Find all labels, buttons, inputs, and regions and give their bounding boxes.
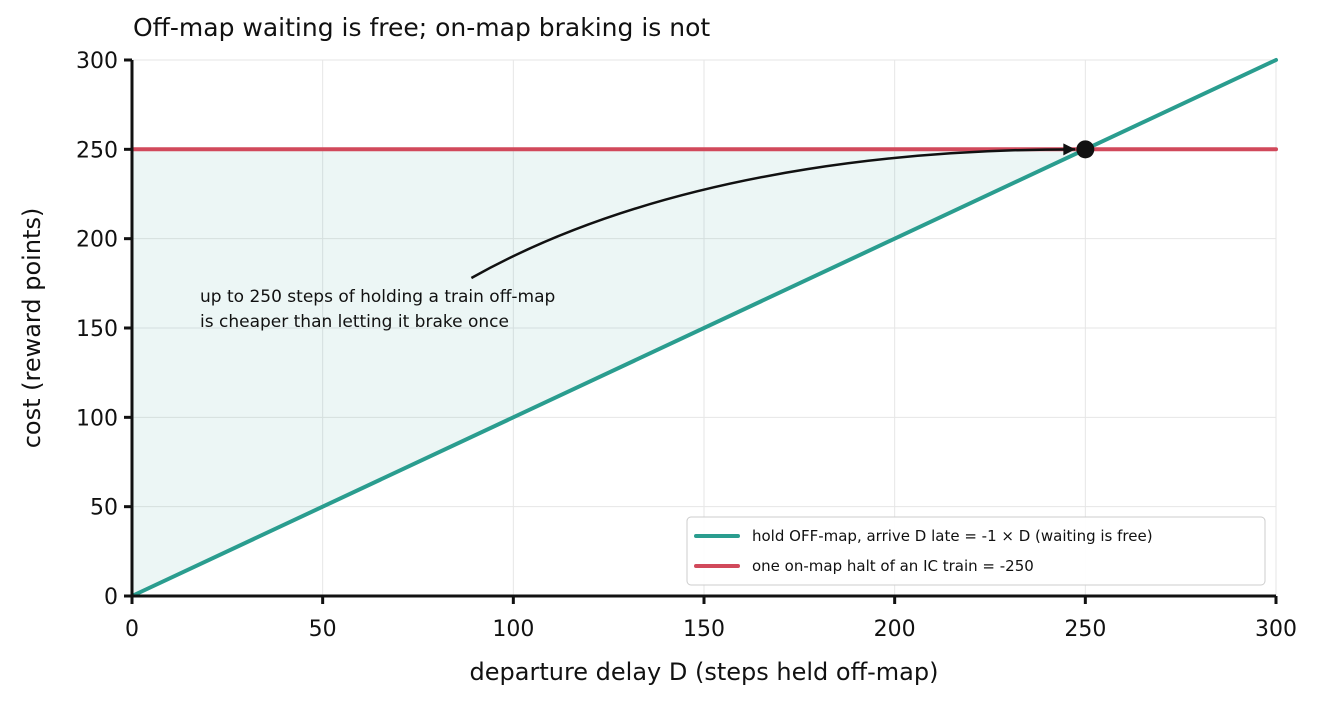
- axes: [124, 58, 1278, 604]
- y-tick-label-1: 50: [90, 496, 118, 521]
- annotation-layer: [470, 140, 1095, 280]
- y-axis-label: cost (reward points): [18, 208, 46, 449]
- y-tick-label-2: 100: [76, 406, 118, 431]
- y-tick-label-5: 250: [76, 138, 118, 163]
- annotation-arrow: [470, 148, 1076, 280]
- legend-box: [686, 516, 1266, 586]
- annotation-line-2: is cheaper than letting it brake once: [200, 312, 509, 332]
- x-tick-label-2: 100: [492, 617, 534, 642]
- break-even-marker: [1076, 140, 1095, 159]
- chart-title: Off-map waiting is free; on-map braking …: [133, 13, 710, 42]
- legend-label-on-map-halt: one on-map halt of an IC train = -250: [752, 557, 1034, 575]
- x-tick-label-1: 50: [309, 617, 337, 642]
- x-tick-label-5: 250: [1064, 617, 1106, 642]
- annotation-line-1: up to 250 steps of holding a train off-m…: [200, 287, 555, 307]
- annotation-arrow-head: [1063, 143, 1076, 156]
- y-tick-label-4: 200: [76, 228, 118, 253]
- y-tick-label-0: 0: [104, 585, 118, 610]
- x-tick-label-4: 200: [874, 617, 916, 642]
- x-tick-label-3: 150: [683, 617, 725, 642]
- legend: hold OFF-map, arrive D late = -1 × D (wa…: [686, 516, 1266, 586]
- x-axis-label: departure delay D (steps held off-map): [470, 658, 939, 686]
- x-tick-label-6: 300: [1255, 617, 1297, 642]
- tick-labels: 0 50 100 150 200 250 300 0 50 100 150 200 250 300: [76, 49, 1297, 642]
- annotation: up to 250 steps of holding a train off-m…: [200, 287, 555, 332]
- y-tick-label-3: 150: [76, 317, 118, 342]
- legend-label-hold-off-map: hold OFF-map, arrive D late = -1 × D (wa…: [752, 527, 1153, 545]
- y-tick-label-6: 300: [76, 49, 118, 74]
- x-tick-label-0: 0: [125, 617, 139, 642]
